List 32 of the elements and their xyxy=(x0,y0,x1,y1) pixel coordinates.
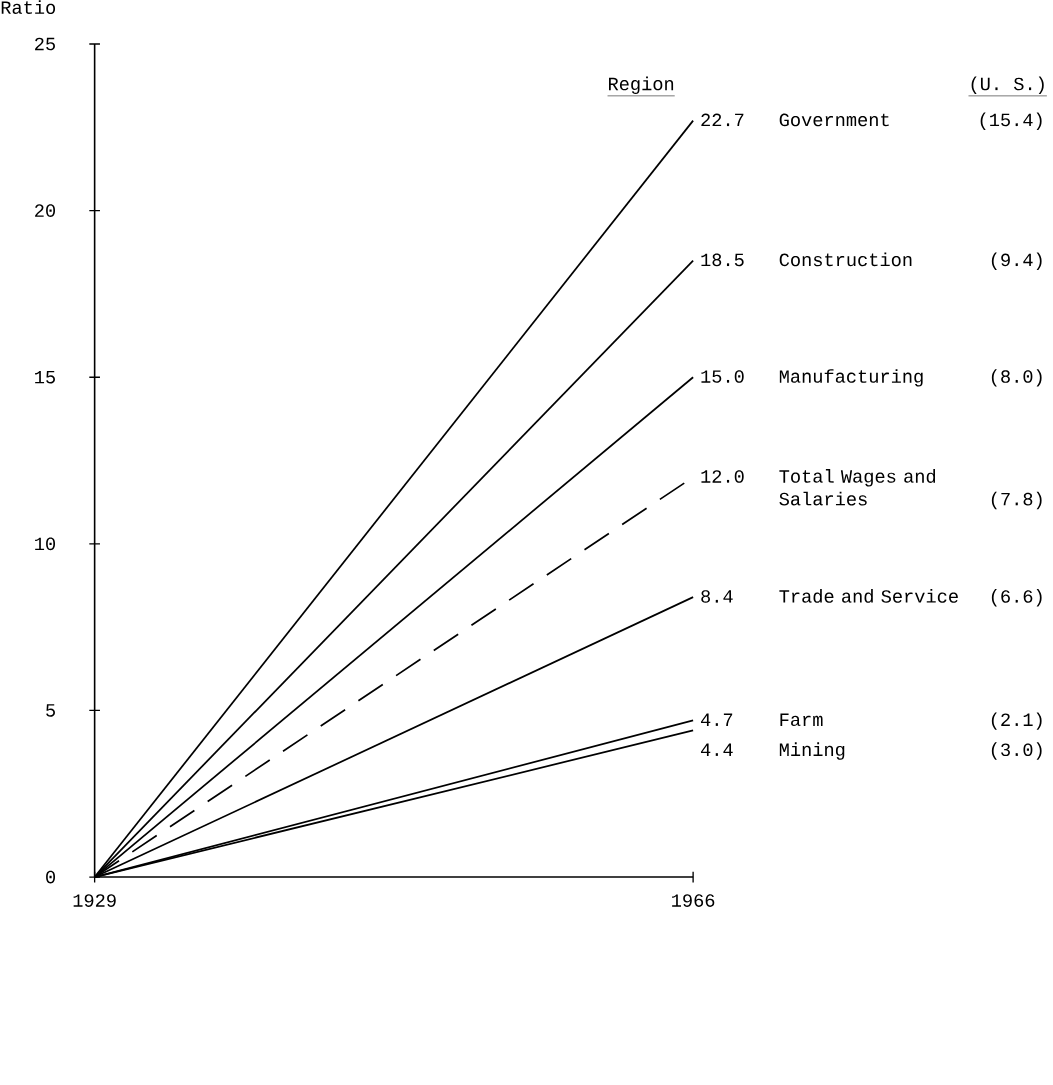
data-label: 15.0 xyxy=(701,370,744,383)
text: (2.1) xyxy=(991,712,1042,730)
data-label: 8.4 xyxy=(701,590,733,603)
text: Trade and Service xyxy=(779,589,958,603)
text: (6.6) xyxy=(991,589,1042,607)
text: Farm xyxy=(780,713,823,727)
data-label: 4.7 xyxy=(700,713,733,726)
text: Construction xyxy=(779,252,912,267)
data-label: 4.4 xyxy=(700,743,733,756)
text: Total Wages and Salaries xyxy=(779,469,936,506)
text: Manufacturing xyxy=(779,369,923,387)
y-tick-label: 0 xyxy=(46,870,56,884)
y-tick-label: 10 xyxy=(35,537,56,551)
text: (U. S.) xyxy=(971,76,1044,94)
data-label: 12.0 xyxy=(701,470,744,483)
y-tick-label: 15 xyxy=(35,370,55,384)
text: (9.4) xyxy=(991,252,1042,270)
y-tick-label: 25 xyxy=(35,37,55,51)
annotation: Region xyxy=(609,76,674,94)
text: Mining xyxy=(779,742,845,760)
text: (3.0) xyxy=(991,742,1042,760)
text: (8.0) xyxy=(991,369,1042,387)
text: Government xyxy=(779,113,889,127)
text: (7.8) xyxy=(991,491,1042,510)
text: (15.4) xyxy=(980,112,1042,130)
y-axis-title: Ratio xyxy=(1,0,56,14)
x-tick-label: 1966 xyxy=(672,894,715,907)
x-tick-label: 1929 xyxy=(73,894,116,907)
data-label: 22.7 xyxy=(701,113,744,127)
data-label: 18.5 xyxy=(701,253,744,267)
y-tick-label: 5 xyxy=(46,704,55,717)
y-tick-label: 20 xyxy=(35,204,56,217)
